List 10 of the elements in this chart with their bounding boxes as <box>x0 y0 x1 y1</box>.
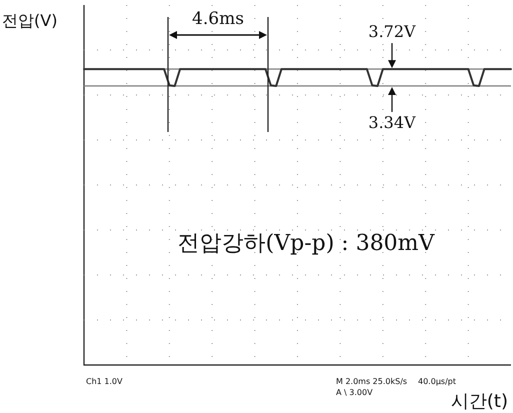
ref-line-label: 3.72V <box>368 22 416 42</box>
ref-line-label: 3.34V <box>368 112 416 132</box>
text: 40.0µs/pt <box>418 377 456 386</box>
x-axis-title: 시간(t) <box>450 391 508 412</box>
annotation: 전압강하(Vp-p) : 380mV <box>178 231 436 256</box>
text: 4.6ms <box>192 9 244 29</box>
text: Ch1 1.0V <box>86 377 124 386</box>
y-axis-title: 전압(V) <box>2 11 58 30</box>
text: A \ 3.00V <box>336 388 374 397</box>
text: M 2.0ms 25.0kS/s <box>336 377 408 386</box>
